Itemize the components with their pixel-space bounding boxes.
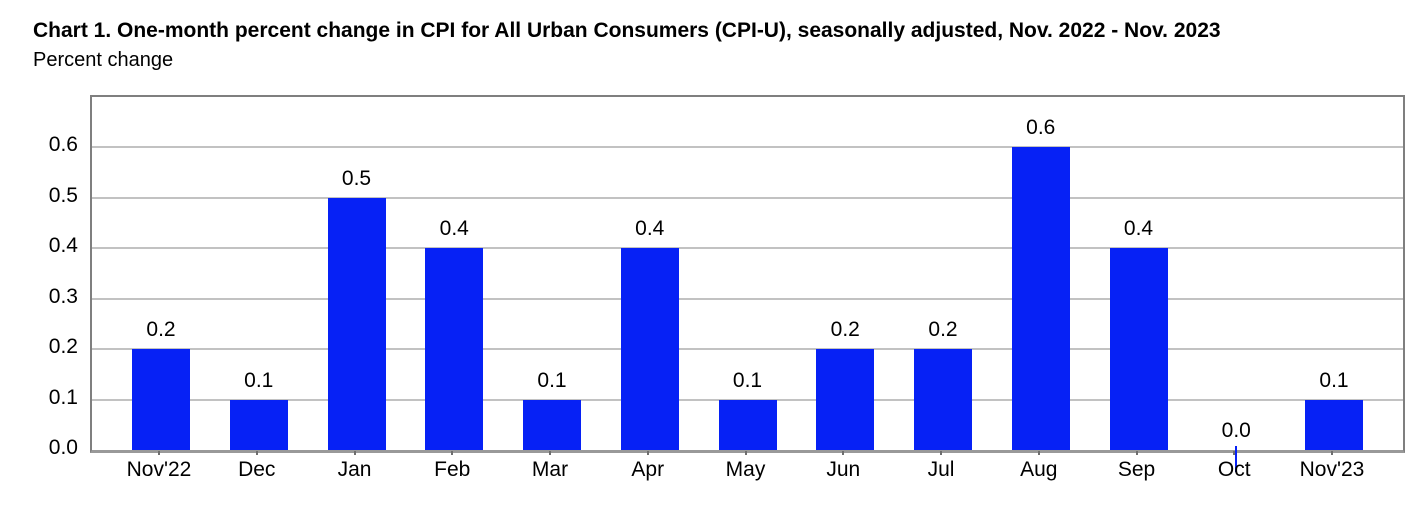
- bar-apr: [620, 248, 679, 450]
- x-tick-label-sep: Sep: [1117, 458, 1156, 481]
- gridline-0.6: [92, 146, 1403, 149]
- bar-value-label-jul: 0.2: [928, 318, 958, 342]
- bar-mar: [523, 399, 581, 450]
- bar-nov-23: [1305, 399, 1363, 450]
- gridline-0.4: [92, 247, 1403, 250]
- bar-may: [718, 399, 777, 450]
- bar-jan: [327, 197, 386, 450]
- x-tick-label-may: May: [725, 458, 766, 481]
- bar-value-label-oct: 0.0: [1221, 419, 1251, 442]
- x-tick-label-feb: Feb: [434, 458, 471, 481]
- x-tick-feb: [451, 451, 454, 455]
- y-tick-label-0.4: 0.4: [48, 234, 78, 258]
- y-axis: 0.0 0.1 0.2 0.3 0.4 0.5 0.6: [0, 95, 84, 459]
- zero-bar-line-oct: [1235, 446, 1238, 472]
- bar-value-label-mar: 0.1: [537, 368, 567, 392]
- bar-feb: [425, 248, 484, 450]
- x-tick-aug: [1037, 451, 1040, 455]
- x-tick-oct: [1233, 451, 1236, 455]
- x-tick-label-jun: Jun: [826, 458, 861, 481]
- x-tick-jun: [842, 451, 845, 455]
- x-tick-label-aug: Aug: [1020, 458, 1058, 481]
- x-tick-dec: [255, 451, 258, 455]
- bar-value-label-nov-23: 0.1: [1319, 368, 1349, 392]
- y-tick-label-0.0: 0.0: [48, 436, 78, 459]
- gridline-0.5: [92, 196, 1403, 199]
- bar-value-label-jan: 0.5: [341, 166, 372, 190]
- x-tick-label-jan: Jan: [337, 458, 372, 481]
- bar-value-label-jun: 0.2: [830, 318, 860, 342]
- bar-value-label-dec: 0.1: [244, 368, 274, 392]
- x-tick-jul: [940, 451, 942, 455]
- x-tick-label-apr: Apr: [631, 458, 665, 481]
- x-tick-label-oct: Oct: [1217, 458, 1251, 481]
- bar-value-label-nov-22: 0.2: [146, 318, 176, 342]
- gridline-0.2: [92, 348, 1403, 351]
- bar-dec: [229, 399, 288, 450]
- x-tick-nov-23: [1331, 451, 1333, 455]
- bar-jun: [816, 349, 875, 450]
- bar-value-label-aug: 0.6: [1026, 116, 1056, 140]
- x-tick-label-mar: Mar: [531, 458, 569, 481]
- bar-value-label-feb: 0.4: [439, 217, 469, 241]
- bar-sep: [1109, 248, 1168, 450]
- x-tick-label-nov-22: Nov'22: [126, 458, 192, 481]
- x-tick-mar: [549, 451, 551, 455]
- x-tick-nov-22: [158, 451, 160, 455]
- bar-jul: [914, 349, 972, 450]
- x-tick-label-jul: Jul: [927, 458, 955, 481]
- y-axis-caption: Percent change: [33, 49, 174, 71]
- gridline-0.3: [92, 297, 1403, 300]
- x-tick-may: [744, 451, 747, 455]
- chart-title: Chart 1. One-month percent change in CPI…: [33, 19, 1221, 42]
- x-tick-sep: [1135, 451, 1138, 455]
- x-tick-jan: [353, 451, 356, 455]
- x-tick-apr: [646, 451, 649, 455]
- bar-aug: [1011, 147, 1070, 450]
- bar-value-label-sep: 0.4: [1123, 217, 1154, 241]
- y-tick-label-0.5: 0.5: [48, 183, 78, 207]
- y-tick-label-0.3: 0.3: [48, 284, 78, 308]
- y-tick-label-0.2: 0.2: [48, 335, 78, 359]
- y-tick-label-0.1: 0.1: [48, 385, 78, 409]
- plot-area: 0.2 0.1 0.5 0.4 0.1 0.4 0.1 0.2 0.2 0.6 0.4 0.0 0.1: [90, 95, 1405, 472]
- x-axis: Nov'22 Dec Jan Feb Mar Apr May Jun Jul Aug Sep Oct N…: [90, 451, 1401, 501]
- x-tick-label-nov-23: Nov'23: [1299, 458, 1365, 481]
- bar-value-label-may: 0.1: [732, 368, 763, 392]
- bar-nov-22: [132, 349, 190, 450]
- y-tick-label-0.6: 0.6: [48, 133, 78, 157]
- bar-value-label-apr: 0.4: [635, 217, 665, 241]
- x-tick-label-dec: Dec: [238, 458, 276, 481]
